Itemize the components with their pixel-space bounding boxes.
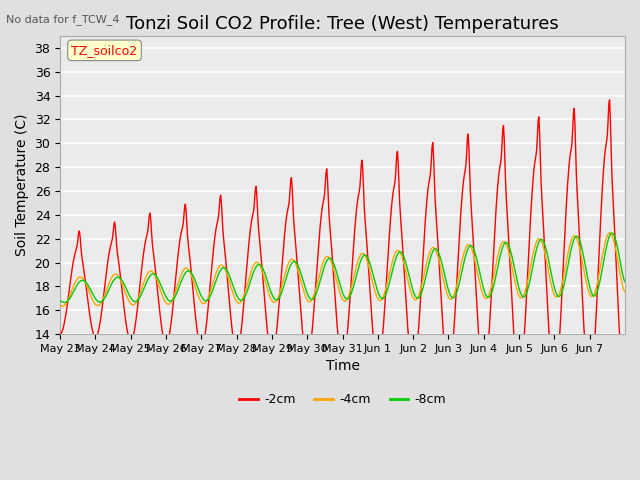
Y-axis label: Soil Temperature (C): Soil Temperature (C) <box>15 114 29 256</box>
X-axis label: Time: Time <box>326 360 360 373</box>
Text: No data for f_TCW_4: No data for f_TCW_4 <box>6 14 120 25</box>
Title: Tonzi Soil CO2 Profile: Tree (West) Temperatures: Tonzi Soil CO2 Profile: Tree (West) Temp… <box>126 15 559 33</box>
Legend: -2cm, -4cm, -8cm: -2cm, -4cm, -8cm <box>234 388 451 411</box>
Text: TZ_soilco2: TZ_soilco2 <box>72 44 138 57</box>
